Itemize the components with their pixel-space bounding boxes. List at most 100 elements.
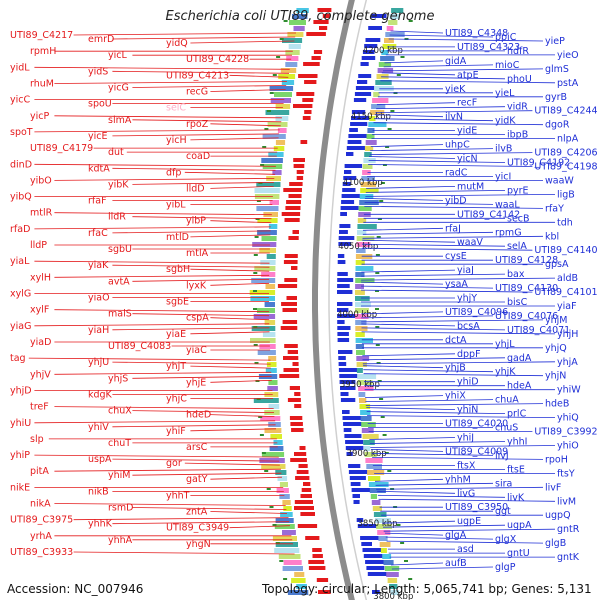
right-leader-line: [382, 68, 544, 72]
feature-band: [388, 20, 398, 25]
feature-band: [369, 116, 376, 121]
left-leader-line: [132, 182, 274, 185]
marker-dot: [380, 182, 385, 184]
forward-gene-block: [277, 284, 298, 288]
right-gene-label: ilvN: [445, 112, 463, 123]
reverse-gene-block: [338, 242, 352, 246]
feature-band: [261, 158, 283, 163]
feature-band: [268, 224, 278, 229]
left-leader-line: [132, 278, 270, 282]
marker-dot: [255, 218, 260, 220]
feature-band: [381, 50, 389, 55]
left-gene-label: arsC: [186, 442, 208, 453]
reverse-gene-block: [344, 164, 363, 168]
marker-dot: [380, 416, 385, 418]
forward-gene-block: [293, 158, 305, 162]
feature-band: [249, 290, 276, 295]
right-leader-line: [383, 528, 556, 532]
feature-band: [355, 314, 369, 319]
right-leader-line: [369, 437, 456, 440]
right-leader-line: [365, 190, 506, 193]
right-gene-label: pstA: [557, 78, 579, 89]
feature-band: [252, 242, 277, 247]
left-gene-label: yiaG: [10, 321, 31, 332]
left-gene-label: yibL: [166, 200, 186, 211]
right-gene-label: chuA: [495, 395, 519, 406]
marker-dot: [375, 290, 379, 292]
feature-band: [264, 320, 276, 325]
left-leader-line: [54, 115, 282, 119]
right-leader-line: [364, 202, 494, 205]
marker-dot: [400, 56, 405, 58]
forward-gene-block: [291, 266, 298, 270]
left-gene-label: spoU: [88, 99, 112, 110]
left-gene-label: nikE: [10, 482, 30, 493]
left-leader-line: [112, 424, 276, 428]
kbp-tick-label: 4050 kbp: [338, 242, 378, 252]
marker-dot: [376, 236, 381, 238]
left-leader-line: [210, 89, 286, 92]
forward-gene-block: [296, 470, 309, 474]
reverse-gene-block: [362, 50, 375, 54]
reverse-gene-block: [357, 80, 368, 84]
left-gene-label: recG: [186, 87, 208, 98]
left-gene-label: lldD: [186, 183, 205, 194]
forward-gene-block: [296, 170, 304, 174]
marker-dot: [269, 506, 274, 508]
forward-gene-block: [282, 308, 297, 312]
reverse-gene-block: [357, 524, 378, 528]
feature-band: [364, 452, 377, 457]
marker-dot: [377, 218, 382, 220]
forward-gene-block: [281, 302, 297, 306]
left-leader-line: [210, 511, 288, 514]
feature-band: [266, 254, 276, 259]
reverse-gene-block: [345, 446, 364, 450]
left-gene-label: cspA: [186, 313, 209, 324]
left-leader-line: [34, 129, 280, 133]
left-gene-label: yicH: [166, 135, 187, 146]
feature-band: [373, 92, 380, 97]
left-leader-line: [184, 462, 280, 466]
right-gene-label: yhiQ: [557, 413, 579, 424]
left-leader-line: [34, 226, 271, 230]
feature-band: [273, 440, 283, 445]
reverse-gene-block: [337, 332, 349, 336]
left-gene-label: yhjS: [108, 373, 128, 384]
right-gene-label: yhjB: [445, 363, 466, 374]
right-gene-label: glgA: [445, 530, 467, 541]
feature-band: [365, 140, 377, 145]
feature-band: [367, 470, 385, 475]
reverse-gene-block: [355, 86, 375, 90]
left-leader-line: [132, 119, 282, 123]
right-gene-label: yhjL: [495, 339, 515, 350]
feature-band: [270, 98, 291, 103]
left-gene-label: lyxK: [186, 280, 207, 291]
reverse-gene-block: [346, 452, 353, 456]
right-gene-label: yiaF: [557, 301, 577, 312]
right-leader-line: [374, 118, 494, 122]
right-leader-line: [370, 148, 494, 151]
forward-gene-block: [293, 164, 305, 168]
marker-dot: [272, 74, 277, 76]
left-gene-label: yhjC: [166, 393, 187, 404]
left-leader-line: [112, 230, 271, 234]
left-leader-line: [34, 66, 290, 70]
right-leader-line: [386, 540, 544, 544]
feature-band: [256, 206, 279, 211]
right-gene-label: UTI89_C4101: [534, 287, 597, 298]
reverse-gene-block: [338, 350, 353, 354]
left-leader-line: [73, 32, 297, 36]
forward-gene-block: [311, 56, 321, 60]
right-gene-label: yhiN: [457, 405, 478, 416]
right-leader-line: [361, 247, 533, 251]
feature-band: [292, 14, 308, 19]
marker-dot: [375, 308, 379, 310]
feature-band: [266, 362, 277, 367]
feature-band: [390, 590, 400, 595]
reverse-gene-block: [337, 314, 357, 318]
left-gene-label: yiaC: [186, 345, 207, 356]
right-gene-label: yhiJ: [457, 433, 474, 444]
feature-band: [288, 44, 301, 49]
right-leader-line: [380, 80, 556, 84]
right-gene-label: yieK: [445, 84, 466, 95]
